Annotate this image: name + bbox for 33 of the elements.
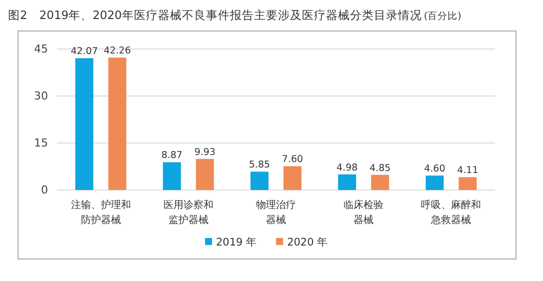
y-tick-label: 30 [34,90,48,103]
data-label: 4.11 [457,165,478,176]
data-label: 5.85 [248,160,270,171]
bar [196,158,214,190]
chart-title: 图2 2019年、2020年医疗器械不良事件报告主要涉及医疗器械分类目录情况 [8,8,422,22]
legend-label: 2019 年 [216,236,258,248]
x-tick-label: 医用诊察和监护器械 [163,199,214,226]
legend-label: 2020 年 [287,236,328,248]
data-label: 4.98 [336,162,358,174]
bar [426,176,444,190]
x-tick-label: 临床检验器械 [344,199,384,226]
bar [75,58,94,190]
x-tick-label: 呼吸、麻醉和急救器械 [421,199,482,226]
chart-subtitle: (百分比) [424,10,462,22]
bar [371,174,390,190]
data-label: 42.26 [104,46,131,57]
data-label: 8.87 [161,150,182,162]
data-label: 4.60 [424,164,446,175]
bar [162,162,181,190]
bar [338,174,356,190]
bar [284,166,302,190]
y-tick-label: 45 [34,42,48,56]
bar [458,177,477,190]
data-label: 7.60 [282,154,304,166]
y-tick-label: 15 [34,136,48,150]
x-tick-label: 注输、护理和防护器械 [70,199,131,226]
y-tick-label: 0 [41,184,48,197]
x-tick-label: 物理治疗器械 [256,199,296,226]
data-label: 9.93 [194,146,216,158]
bar [108,58,126,190]
data-label: 42.07 [70,46,98,58]
bar [250,172,268,190]
data-label: 4.85 [370,162,391,174]
